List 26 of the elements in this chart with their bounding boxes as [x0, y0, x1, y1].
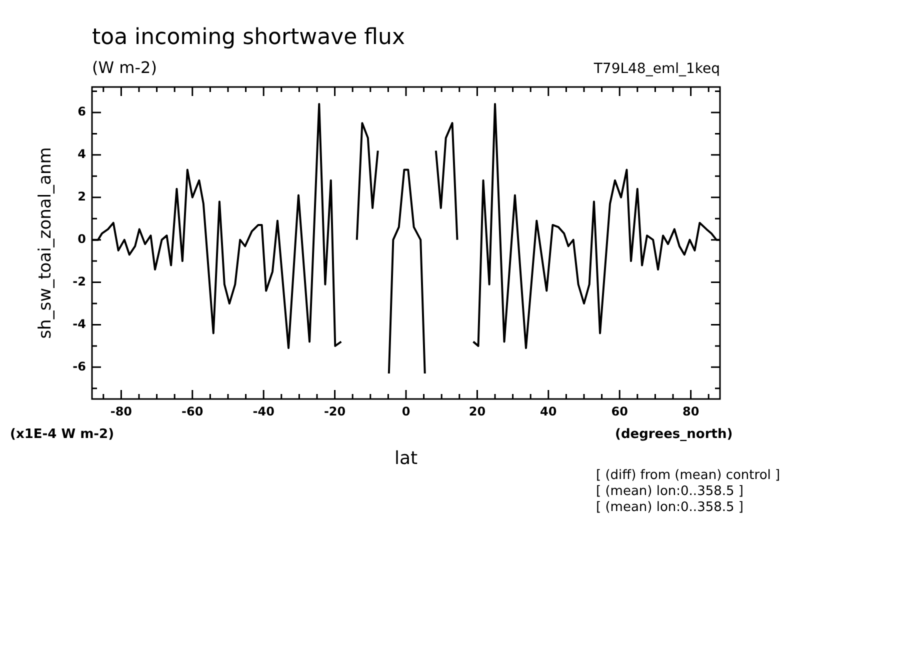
x-tick-label: 60 [611, 404, 628, 418]
text: (x1E-4 W m-2) [10, 427, 114, 442]
y-tick-label: -4 [72, 316, 86, 331]
chart-subtitle: (W m-2) [92, 58, 157, 77]
y-tick-label: 2 [78, 189, 86, 204]
text: T79L48_eml_1keq [594, 61, 720, 77]
x-tick-label: 40 [540, 404, 557, 418]
x-axis-title: lat [394, 448, 418, 469]
y-tick-label: 4 [78, 147, 86, 162]
y-axis-title: sh_sw_toai_zonal_anm [36, 147, 56, 339]
x-tick-label: -60 [182, 404, 204, 418]
x-tick-label: -80 [110, 404, 132, 418]
x-tick-label: 20 [468, 404, 486, 418]
y-tick-label: -2 [72, 274, 86, 288]
x-tick-label: 0 [402, 404, 410, 418]
y-tick-label: 0 [78, 232, 86, 246]
text: [ (diff) from (mean) control ] [596, 468, 780, 483]
x-tick-label: -20 [324, 404, 346, 418]
x-tick-label: 80 [682, 404, 700, 418]
text: [ (mean) lon:0..358.5 ] [596, 484, 744, 499]
x-tick-label: -40 [252, 404, 274, 418]
y-tick-label: -6 [72, 359, 86, 374]
y-tick-label: 6 [78, 104, 86, 119]
text: [ (mean) lon:0..358.5 ] [596, 500, 744, 515]
chart-title: toa incoming shortwave flux [92, 25, 405, 50]
text: (degrees_north) [615, 427, 733, 442]
